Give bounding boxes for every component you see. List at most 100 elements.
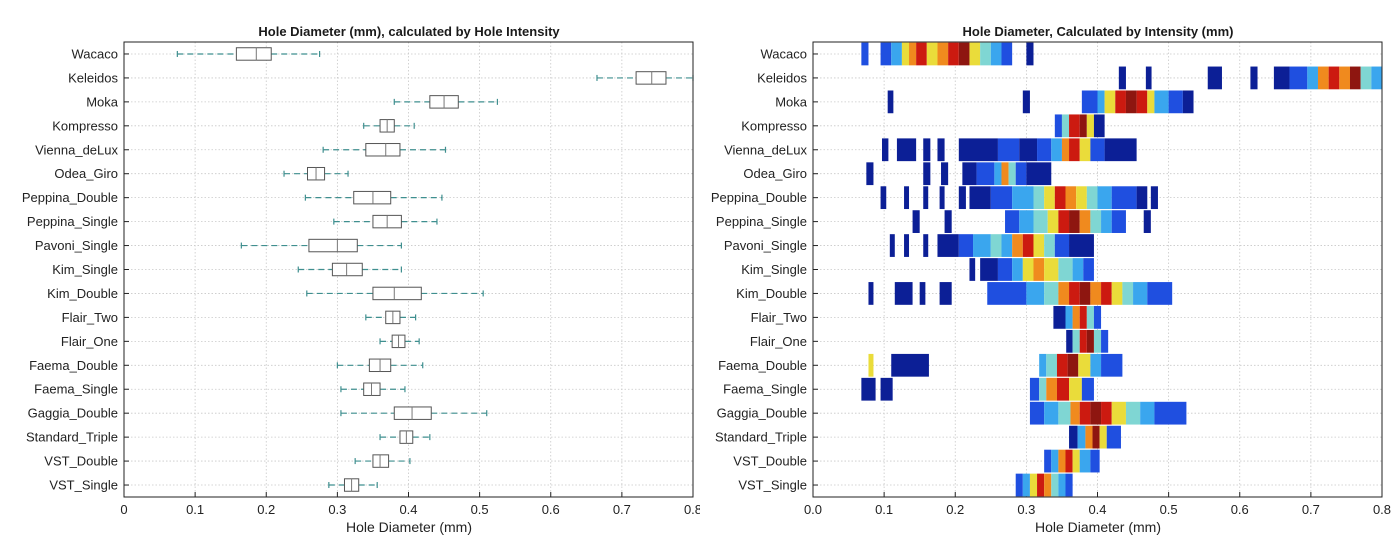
heat-cell (894, 282, 913, 305)
heat-cell (1111, 282, 1123, 305)
heat-cell (880, 377, 893, 401)
heat-cell (1081, 90, 1098, 114)
heat-cell (969, 186, 991, 210)
heat-cell (904, 186, 910, 210)
heat-cell (1033, 258, 1045, 281)
heat-cell (1005, 210, 1020, 233)
heat-cell (1065, 186, 1077, 210)
y-tick-label: Peppina_Double (22, 190, 118, 205)
heat-cell (958, 138, 998, 162)
heat-cell (1001, 42, 1013, 66)
y-tick-label: Kim_Double (736, 286, 807, 301)
heat-cell (1079, 306, 1087, 329)
heat-cell (1058, 473, 1066, 497)
heat-cell (919, 282, 926, 305)
x-tick-label: 0.1 (186, 502, 204, 517)
heat-cell (1015, 473, 1023, 497)
y-tick-label: VST_Double (733, 454, 807, 469)
heat-cell (1106, 425, 1121, 449)
heat-cell (1012, 234, 1023, 257)
heat-cell (1037, 138, 1052, 162)
heat-cell (1104, 138, 1137, 162)
box-Faema_Single (340, 382, 406, 396)
heat-cell (1154, 401, 1187, 425)
heat-cell (916, 42, 927, 66)
heat-cell (980, 258, 998, 281)
heat-cell (1044, 473, 1052, 497)
heat-cell (1069, 282, 1080, 305)
y-tick-label: Wacaco (761, 46, 807, 61)
heat-cell (1078, 353, 1091, 377)
heat-cell (1086, 306, 1094, 329)
heat-cell (1101, 329, 1109, 353)
heat-cell (969, 258, 976, 281)
heat-cell (1069, 377, 1082, 401)
plot-area-border (123, 41, 694, 498)
box-iqr (365, 143, 401, 157)
heat-cell (1317, 66, 1329, 90)
heat-cell (1147, 90, 1155, 114)
heat-cell (997, 138, 1020, 162)
heat-cell (958, 186, 966, 210)
heat-cell (1273, 66, 1290, 90)
heat-cell (1044, 449, 1052, 473)
y-tick-label: Moka (86, 94, 119, 109)
heat-cell (880, 42, 892, 66)
heat-cell (1093, 114, 1105, 138)
heat-cell (948, 42, 959, 66)
heat-cell (926, 42, 938, 66)
y-tick-label: Odea_Giro (54, 166, 118, 181)
heat-cell (861, 42, 869, 66)
heat-cell (1026, 282, 1045, 305)
box-Vienna_deLux (322, 143, 447, 157)
heat-row-Peppina_Single (912, 210, 1151, 233)
heat-cell (1039, 353, 1047, 377)
heat-cell (987, 282, 1027, 305)
heat-cell (1044, 258, 1059, 281)
heat-cell (973, 234, 991, 257)
heat-cell (1054, 186, 1066, 210)
heat-cell (1008, 162, 1016, 186)
x-tick-label: 0.0 (804, 502, 822, 517)
x-axis-label: Hole Diameter (mm) (346, 519, 472, 535)
heat-cell (1079, 401, 1091, 425)
heat-cell (1047, 210, 1059, 233)
heat-cell (1371, 66, 1382, 90)
heat-row-Keleidos (1118, 66, 1382, 90)
heat-cell (1051, 449, 1059, 473)
x-tick-label: 0.5 (1160, 502, 1178, 517)
heat-cell (1360, 66, 1372, 90)
box-iqr (235, 47, 272, 61)
y-tick-label: Kompresso (741, 118, 807, 133)
x-tick-label: 0.2 (946, 502, 964, 517)
heat-cell (1125, 401, 1141, 425)
heat-cell (1086, 114, 1094, 138)
x-tick-label: 0.3 (328, 502, 346, 517)
heat-cell (1044, 186, 1055, 210)
heat-cell (1143, 210, 1151, 233)
heat-cell (1058, 210, 1070, 233)
heat-cell (1037, 473, 1045, 497)
heat-cell (980, 42, 991, 66)
heat-cell (1076, 186, 1087, 210)
box-Kim_Double (306, 286, 484, 301)
heat-cell (997, 258, 1013, 281)
heat-cell (1122, 282, 1134, 305)
heat-cell (1349, 66, 1361, 90)
heat-cell (1111, 186, 1137, 210)
y-tick-label: Moka (775, 94, 808, 109)
heat-cell (881, 138, 889, 162)
heat-cell (1093, 329, 1102, 353)
heat-cell (889, 234, 895, 257)
heat-row-VST_Double (1044, 449, 1100, 473)
heat-cell (901, 42, 910, 66)
box-Kompresso (363, 119, 415, 133)
heat-cell (1140, 401, 1155, 425)
heat-cell (1289, 66, 1308, 90)
plot-area-border (812, 41, 1383, 498)
heat-cell (1019, 210, 1034, 233)
heat-cell (904, 234, 910, 257)
heat-cell (1058, 449, 1066, 473)
heat-cell (1054, 234, 1070, 257)
